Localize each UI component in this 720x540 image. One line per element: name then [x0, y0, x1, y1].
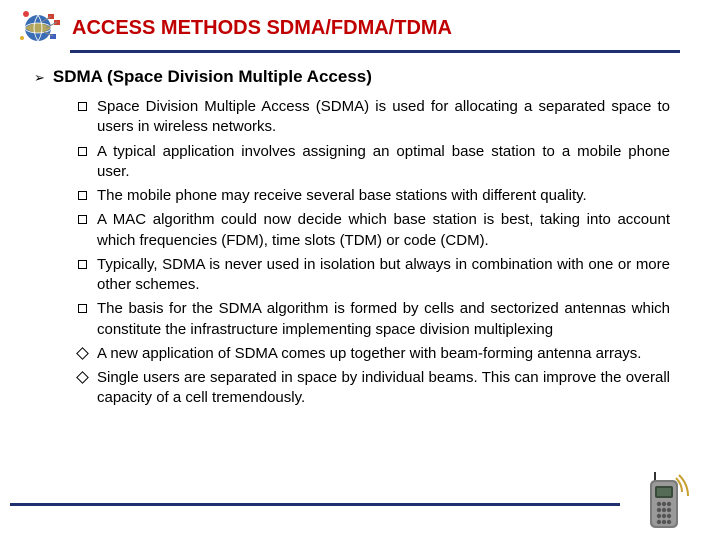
list-item-text: Single users are separated in space by i…: [97, 368, 670, 409]
slide: ACCESS METHODS SDMA/FDMA/TDMA ➢ SDMA (Sp…: [0, 0, 720, 540]
list-item-text: The mobile phone may receive several bas…: [97, 186, 587, 206]
globe-network-icon: [20, 8, 64, 48]
square-bullet-icon: [78, 191, 87, 200]
list-item-text: A MAC algorithm could now decide which b…: [97, 210, 670, 251]
list-item-text: Space Division Multiple Access (SDMA) is…: [97, 97, 670, 138]
square-bullet-icon: [78, 102, 87, 111]
title-underline: [70, 50, 680, 53]
list-item-text: Typically, SDMA is never used in isolati…: [97, 255, 670, 296]
section-title: SDMA (Space Division Multiple Access): [53, 67, 372, 87]
list-item: The mobile phone may receive several bas…: [78, 186, 670, 206]
bottom-underline: [10, 503, 620, 506]
list-item: Space Division Multiple Access (SDMA) is…: [78, 97, 670, 138]
mobile-phone-icon: [644, 466, 690, 530]
arrow-bullet-icon: ➢: [34, 70, 45, 86]
diamond-bullet-icon: [76, 371, 89, 384]
section-heading: ➢ SDMA (Space Division Multiple Access): [34, 67, 690, 87]
slide-title: ACCESS METHODS SDMA/FDMA/TDMA: [72, 17, 452, 40]
title-row: ACCESS METHODS SDMA/FDMA/TDMA: [20, 8, 690, 48]
list-item-text: The basis for the SDMA algorithm is form…: [97, 299, 670, 340]
diamond-bullet-icon: [76, 347, 89, 360]
list-item-text: A typical application involves assigning…: [97, 142, 670, 183]
list-item: A MAC algorithm could now decide which b…: [78, 210, 670, 251]
list-item: Typically, SDMA is never used in isolati…: [78, 255, 670, 296]
bullet-list: Space Division Multiple Access (SDMA) is…: [78, 97, 670, 409]
square-bullet-icon: [78, 215, 87, 224]
list-item-text: A new application of SDMA comes up toget…: [97, 344, 641, 364]
list-item: The basis for the SDMA algorithm is form…: [78, 299, 670, 340]
square-bullet-icon: [78, 304, 87, 313]
square-bullet-icon: [78, 260, 87, 269]
square-bullet-icon: [78, 147, 87, 156]
list-item: A new application of SDMA comes up toget…: [78, 344, 670, 364]
list-item: Single users are separated in space by i…: [78, 368, 670, 409]
list-item: A typical application involves assigning…: [78, 142, 670, 183]
